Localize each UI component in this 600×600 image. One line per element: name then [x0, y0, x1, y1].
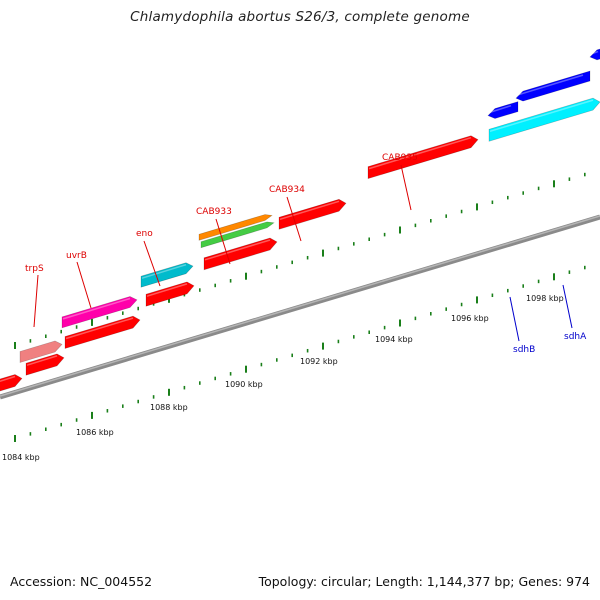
gene-label-callout — [143, 240, 161, 287]
gene-arrow-eno — [140, 262, 194, 288]
gene-label-callout — [76, 261, 92, 309]
gene-label-callout — [286, 196, 302, 242]
gene-label-callout — [400, 164, 412, 211]
gene-label: CAB933 — [196, 207, 232, 217]
scale-label: 1084 kbp — [2, 453, 40, 462]
gene-arrow-uvrB — [61, 296, 138, 329]
gene-arrow — [367, 135, 479, 180]
gene-arrow-sdhA — [515, 70, 591, 102]
forward-tick-track — [14, 172, 586, 349]
gene-label: CAB935 — [382, 153, 418, 163]
gene-arrow-cyan — [488, 97, 600, 142]
scale-label: 1092 kbp — [300, 357, 338, 366]
gene-label: CAB934 — [269, 185, 305, 195]
gene-arrow — [203, 237, 278, 271]
genome-summary-text: Topology: circular; Length: 1,144,377 bp… — [258, 574, 590, 589]
scale-label: 1090 kbp — [225, 380, 263, 389]
gene-arrow-trpS — [19, 340, 63, 363]
scale-labels: 1084 kbp 1086 kbp 1088 kbp 1090 kbp 1092 kbp… — [2, 294, 564, 462]
gene-arrow — [589, 48, 600, 61]
gene-label: eno — [136, 229, 153, 239]
scale-label: 1088 kbp — [150, 403, 188, 412]
gene-label-callout — [509, 296, 520, 342]
gene-arrow-sdhB — [487, 101, 519, 119]
gene-arrow — [145, 281, 195, 307]
gene-arrow-CAB933 — [198, 214, 273, 241]
scale-label: 1096 kbp — [451, 314, 489, 323]
gene-label: trpS — [25, 264, 44, 274]
gene-arrow — [64, 315, 141, 349]
gene-label: uvrB — [66, 251, 87, 261]
gene-label-callout — [33, 274, 39, 328]
gene-label: sdhA — [564, 332, 587, 342]
scale-label: 1094 kbp — [375, 335, 413, 344]
gene-labels: trpS uvrB eno CAB933 CAB934 CAB935 sdhB sdhA — [25, 153, 587, 355]
map-title: Chlamydophila abortus S26/3, complete ge… — [130, 9, 470, 25]
reverse-tick-track — [14, 265, 586, 442]
gene-arrow — [0, 374, 23, 392]
gene-label-callout — [215, 218, 231, 265]
gene-arrow-CAB933-green — [200, 221, 275, 249]
gene-arrow — [278, 198, 347, 230]
genome-backbone — [0, 214, 600, 400]
gene-features — [0, 48, 600, 392]
gene-arrow — [25, 353, 65, 376]
scale-label: 1086 kbp — [76, 428, 114, 437]
gene-label-callout — [562, 284, 573, 329]
gene-label: sdhB — [513, 345, 535, 355]
scale-label: 1098 kbp — [526, 294, 564, 303]
accession-text: Accession: NC_004552 — [10, 574, 153, 589]
